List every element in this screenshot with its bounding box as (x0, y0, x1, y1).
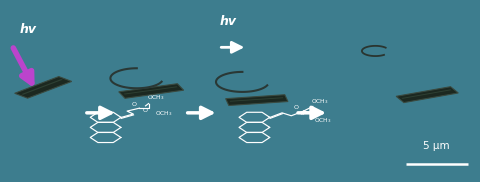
Text: O: O (294, 105, 299, 110)
Text: OCH$_3$: OCH$_3$ (311, 97, 329, 106)
Text: hv: hv (19, 23, 36, 36)
Text: OCH$_3$: OCH$_3$ (155, 109, 172, 118)
Text: O: O (132, 102, 136, 107)
Polygon shape (230, 97, 283, 102)
Polygon shape (124, 86, 178, 94)
Text: O: O (300, 111, 304, 116)
Polygon shape (22, 79, 63, 95)
Polygon shape (226, 95, 288, 106)
Polygon shape (396, 87, 458, 103)
Text: OCH$_3$: OCH$_3$ (147, 93, 165, 102)
Text: 5 μm: 5 μm (423, 141, 450, 151)
Polygon shape (119, 84, 184, 98)
Text: O: O (143, 108, 148, 113)
Polygon shape (15, 77, 72, 98)
Text: OCH$_3$: OCH$_3$ (314, 116, 332, 125)
Text: hv: hv (219, 15, 237, 28)
Polygon shape (402, 89, 452, 99)
